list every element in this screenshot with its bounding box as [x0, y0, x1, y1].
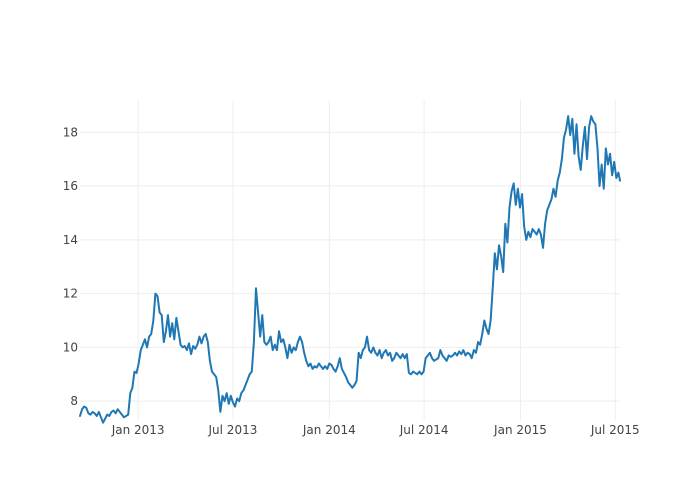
x-tick-label: Jul 2014 — [399, 423, 449, 437]
x-tick-label: Jan 2013 — [111, 423, 165, 437]
y-tick-label: 10 — [63, 340, 78, 354]
y-tick-label: 12 — [63, 287, 78, 301]
series-line — [79, 115, 621, 424]
x-tick-label: Jul 2015 — [590, 423, 640, 437]
y-gridlines — [80, 131, 620, 402]
y-axis-tick-labels: 8 10 12 14 16 18 — [63, 125, 78, 408]
y-tick-label: 8 — [70, 394, 78, 408]
y-tick-label: 16 — [63, 179, 78, 193]
x-tick-label: Jul 2013 — [208, 423, 258, 437]
series-layer — [79, 115, 621, 424]
y-tick-label: 18 — [63, 125, 78, 139]
y-tick-label: 14 — [63, 233, 78, 247]
x-axis-tick-labels: Jan 2013 Jul 2013 Jan 2014 Jul 2014 Jan 2015… — [111, 423, 640, 437]
x-tick-label: Jan 2014 — [302, 423, 356, 437]
x-gridlines — [137, 100, 616, 420]
x-tick-label: Jan 2015 — [493, 423, 547, 437]
